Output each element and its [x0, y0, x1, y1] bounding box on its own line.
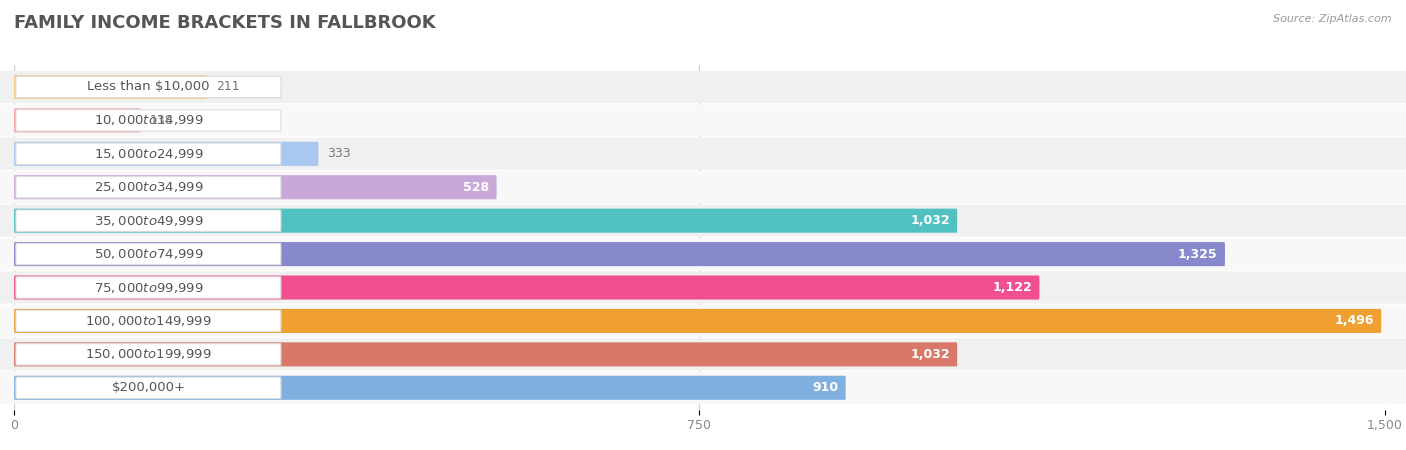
Text: Less than $10,000: Less than $10,000 [87, 81, 209, 94]
Text: FAMILY INCOME BRACKETS IN FALLBROOK: FAMILY INCOME BRACKETS IN FALLBROOK [14, 14, 436, 32]
FancyBboxPatch shape [14, 175, 496, 199]
FancyBboxPatch shape [14, 376, 846, 400]
FancyBboxPatch shape [0, 138, 1406, 170]
FancyBboxPatch shape [14, 108, 141, 132]
Text: $100,000 to $149,999: $100,000 to $149,999 [86, 314, 212, 328]
FancyBboxPatch shape [0, 104, 1406, 136]
FancyBboxPatch shape [14, 242, 1225, 266]
FancyBboxPatch shape [0, 171, 1406, 203]
FancyBboxPatch shape [14, 309, 1381, 333]
Text: $35,000 to $49,999: $35,000 to $49,999 [94, 214, 204, 228]
Text: 211: 211 [217, 81, 239, 94]
FancyBboxPatch shape [15, 243, 281, 265]
Text: 1,122: 1,122 [993, 281, 1032, 294]
FancyBboxPatch shape [14, 275, 1039, 300]
FancyBboxPatch shape [0, 372, 1406, 404]
FancyBboxPatch shape [0, 71, 1406, 103]
Text: $10,000 to $14,999: $10,000 to $14,999 [94, 113, 204, 127]
Text: $150,000 to $199,999: $150,000 to $199,999 [86, 347, 212, 361]
Text: 1,325: 1,325 [1178, 248, 1218, 261]
FancyBboxPatch shape [15, 344, 281, 365]
Text: $50,000 to $74,999: $50,000 to $74,999 [94, 247, 204, 261]
FancyBboxPatch shape [15, 143, 281, 165]
Text: 138: 138 [149, 114, 173, 127]
Text: 528: 528 [463, 181, 489, 194]
FancyBboxPatch shape [15, 76, 281, 98]
FancyBboxPatch shape [15, 110, 281, 131]
FancyBboxPatch shape [0, 305, 1406, 337]
FancyBboxPatch shape [15, 277, 281, 298]
Text: $25,000 to $34,999: $25,000 to $34,999 [94, 180, 204, 194]
FancyBboxPatch shape [0, 338, 1406, 370]
FancyBboxPatch shape [15, 210, 281, 231]
FancyBboxPatch shape [0, 205, 1406, 237]
FancyBboxPatch shape [14, 342, 957, 366]
Text: $15,000 to $24,999: $15,000 to $24,999 [94, 147, 204, 161]
FancyBboxPatch shape [14, 142, 318, 166]
FancyBboxPatch shape [0, 238, 1406, 270]
Text: $200,000+: $200,000+ [111, 381, 186, 394]
FancyBboxPatch shape [15, 377, 281, 398]
Text: 1,032: 1,032 [910, 214, 950, 227]
Text: Source: ZipAtlas.com: Source: ZipAtlas.com [1274, 14, 1392, 23]
FancyBboxPatch shape [0, 271, 1406, 304]
FancyBboxPatch shape [15, 310, 281, 332]
Text: $75,000 to $99,999: $75,000 to $99,999 [94, 280, 204, 294]
FancyBboxPatch shape [15, 176, 281, 198]
Text: 1,032: 1,032 [910, 348, 950, 361]
Text: 333: 333 [328, 147, 352, 160]
Text: 910: 910 [813, 381, 838, 394]
FancyBboxPatch shape [14, 209, 957, 233]
Text: 1,496: 1,496 [1334, 315, 1374, 328]
FancyBboxPatch shape [14, 75, 207, 99]
